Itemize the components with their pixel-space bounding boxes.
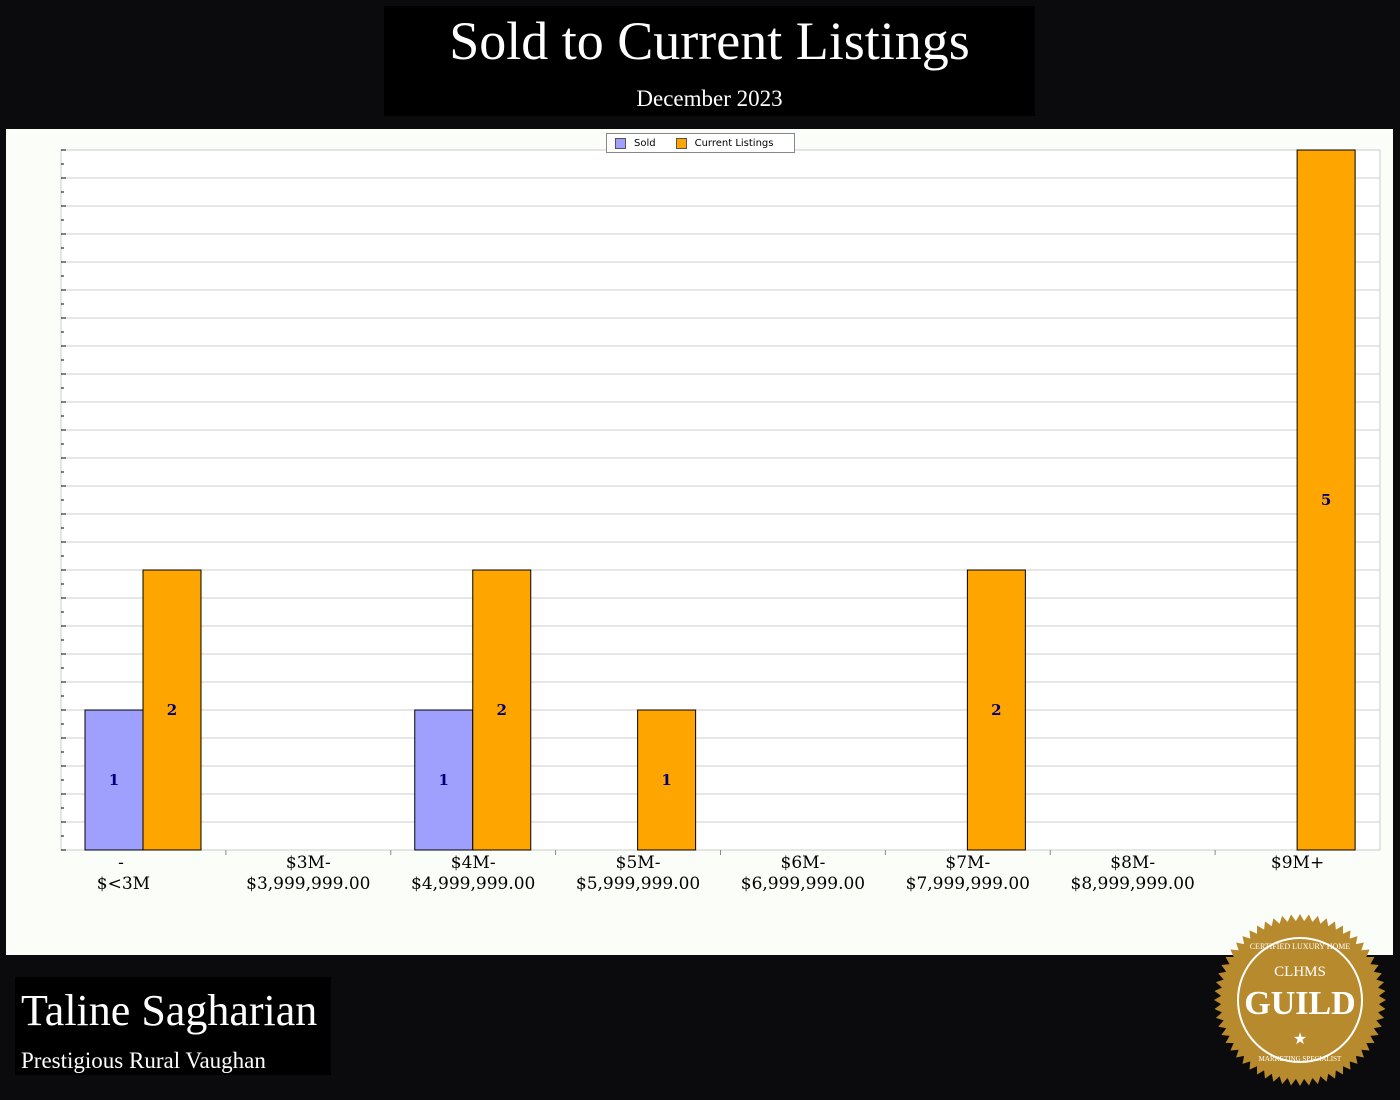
- legend-label-sold: Sold: [634, 137, 656, 149]
- seal-star: ★: [1293, 1029, 1307, 1048]
- x-tick-label: $7,999,999.00: [906, 874, 1030, 894]
- data-label: 1: [661, 771, 671, 789]
- data-label: 1: [109, 771, 119, 789]
- bar-current-listings: [472, 569, 532, 851]
- data-label: 2: [991, 701, 1001, 719]
- x-tick-label: $4M-: [451, 853, 496, 873]
- x-tick-label: $8M-: [1110, 853, 1155, 873]
- x-tick-label: $5M-: [616, 853, 661, 873]
- x-tick-label: $3M-: [286, 853, 331, 873]
- data-label: 1: [439, 771, 449, 789]
- x-tick-label: $5,999,999.00: [576, 874, 700, 894]
- data-label: 5: [1321, 491, 1331, 509]
- chart-subtitle: December 2023: [636, 86, 783, 111]
- agent-box: Taline Sagharian Prestigious Rural Vaugh…: [15, 977, 331, 1075]
- legend: Sold Current Listings: [606, 133, 795, 153]
- x-tick-label: $7M-: [945, 853, 990, 873]
- data-label: 2: [167, 701, 177, 719]
- legend-label-current-listings: Current Listings: [694, 137, 774, 149]
- office-name: Prestigious Rural Vaughan: [21, 1048, 266, 1073]
- seal-ring: [1237, 937, 1363, 1063]
- seal-top-text: CERTIFIED LUXURY HOME: [1250, 942, 1351, 951]
- x-tick-label: $8,999,999.00: [1071, 874, 1195, 894]
- bar-current-listings: [637, 709, 697, 851]
- x-tick-label: $6,999,999.00: [741, 874, 865, 894]
- x-tick-label: $<3M: [97, 874, 150, 894]
- data-label: 2: [497, 701, 507, 719]
- title-box: Sold to Current Listings December 2023: [384, 6, 1035, 116]
- legend-swatch-current-listings: [675, 137, 687, 149]
- clhms-guild-badge-icon: CLHMS GUILD ★ CERTIFIED LUXURY HOME MARKETIN…: [1214, 914, 1386, 1086]
- agent-name: Taline Sagharian: [21, 986, 318, 1035]
- seal-edge: [1214, 914, 1386, 1086]
- seal-guild: GUILD: [1244, 985, 1355, 1022]
- x-tick-label: -: [118, 853, 124, 873]
- plot-area: [60, 149, 1381, 851]
- x-tick-label: $3,999,999.00: [246, 874, 370, 894]
- seal-clhms: CLHMS: [1274, 964, 1326, 980]
- legend-swatch-sold: [615, 137, 626, 149]
- x-tick-label: $6M-: [781, 853, 826, 873]
- x-tick-label: $4,999,999.00: [411, 874, 535, 894]
- bar-current-listings: [966, 569, 1026, 851]
- chart-title: Sold to Current Listings: [449, 11, 970, 71]
- bar-sold: [84, 709, 144, 851]
- bar-current-listings: [142, 569, 202, 851]
- bar-current-listings: [1296, 149, 1356, 851]
- x-tick-label: $9M+: [1271, 853, 1324, 873]
- seal-bottom-text: MARKETING SPECIALIST: [1259, 1055, 1342, 1063]
